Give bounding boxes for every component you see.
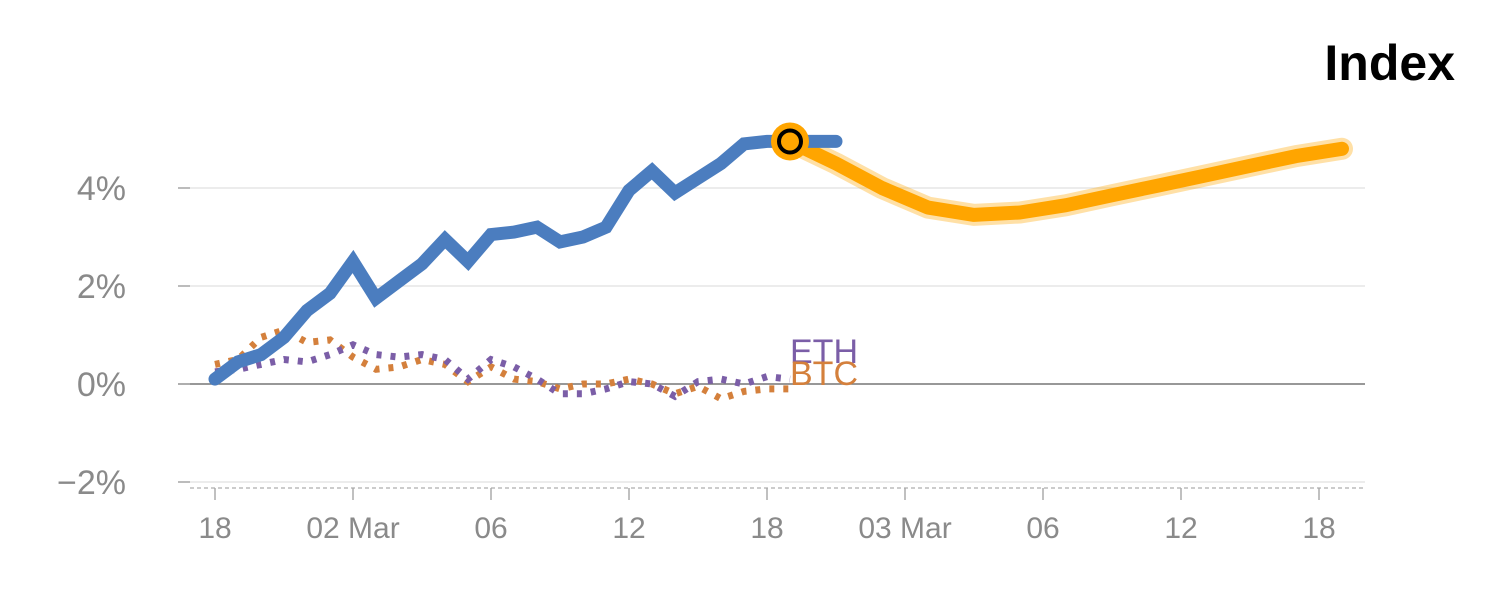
index-line <box>208 134 843 386</box>
y-tick-label: 2% <box>77 268 126 306</box>
x-tick-label: 06 <box>474 512 507 545</box>
eth-line <box>214 340 791 401</box>
x-tick-label: 18 <box>750 512 783 545</box>
x-tick-label: 06 <box>1026 512 1059 545</box>
btc-line <box>214 326 790 403</box>
chart-title: Index <box>1324 35 1455 91</box>
x-tick-label: 18 <box>1302 512 1335 545</box>
grid-layer <box>178 187 1365 483</box>
y-tick-label: 0% <box>77 366 126 404</box>
y-tick-label: 4% <box>77 170 126 208</box>
eth-label: ETH <box>790 333 858 371</box>
x-axis: 18 02 Mar 06 12 18 03 Mar 06 12 18 <box>190 487 1365 545</box>
highlight-marker <box>777 128 804 155</box>
x-tick-label: 03 Mar <box>858 512 951 545</box>
series-layer <box>208 122 1353 403</box>
x-tick-label: 12 <box>612 512 645 545</box>
y-tick-label: −2% <box>57 464 126 502</box>
x-tick-label: 12 <box>1164 512 1197 545</box>
forecast-line <box>783 134 1349 222</box>
btc-label: BTC <box>790 355 858 393</box>
y-axis: −2% 0% 2% 4% <box>57 170 190 502</box>
x-tick-label: 18 <box>198 512 231 545</box>
x-tick-label: 02 Mar <box>306 512 399 545</box>
